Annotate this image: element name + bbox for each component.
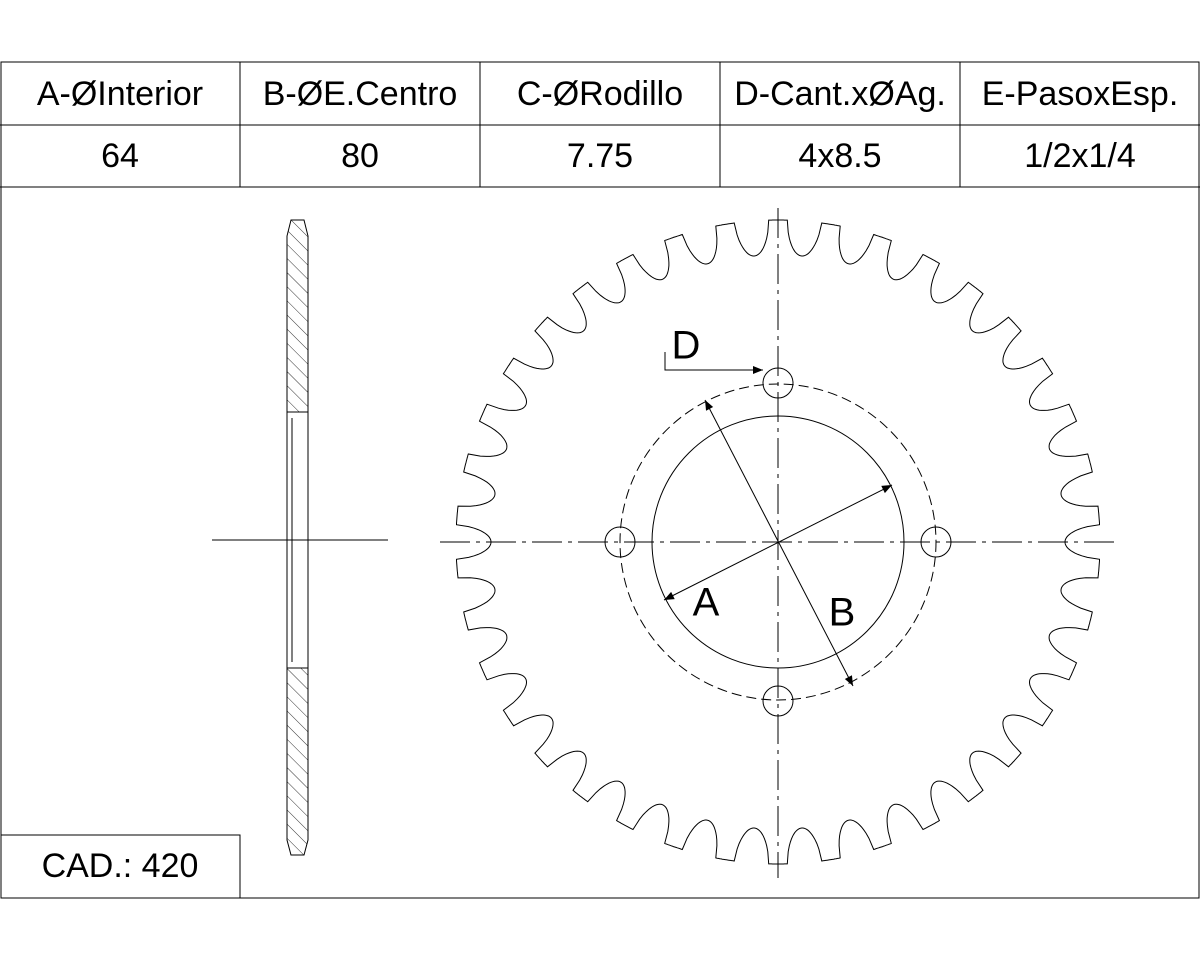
table-header: E-PasoxEsp. — [982, 75, 1179, 113]
table-cell: 64 — [101, 137, 139, 175]
table-header: B-ØE.Centro — [263, 75, 458, 113]
table-header: C-ØRodillo — [517, 75, 683, 113]
table-header: D-Cant.xØAg. — [734, 75, 946, 113]
table-cell: 7.75 — [567, 137, 633, 175]
table-cell: 80 — [341, 137, 379, 175]
sprocket-outline — [456, 219, 1100, 865]
table-cell: 1/2x1/4 — [1024, 137, 1136, 175]
frame — [0, 61, 1200, 899]
dimension-d: D — [672, 324, 701, 368]
dimension-b: B — [829, 591, 856, 635]
table-header: A-ØInterior — [37, 75, 203, 113]
footer-label: CAD.: 420 — [42, 847, 199, 885]
front-view — [440, 208, 1115, 878]
table-cell: 4x8.5 — [798, 137, 881, 175]
side-view — [212, 219, 388, 856]
dimension-a: A — [693, 581, 720, 625]
